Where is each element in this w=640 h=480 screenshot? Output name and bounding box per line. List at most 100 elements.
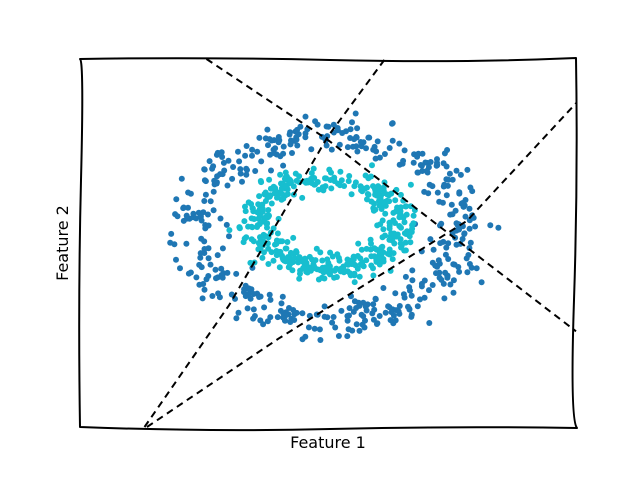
scatter-point-series-2 (390, 250, 397, 257)
scatter-point-series-1 (372, 295, 379, 302)
scatter-point-series-2 (279, 238, 286, 245)
scatter-point-series-1 (441, 295, 448, 302)
scatter-point-series-1 (244, 305, 251, 312)
scatter-point-series-1 (346, 305, 353, 312)
scatter-point-series-1 (427, 236, 434, 243)
scatter-point-series-1 (443, 192, 450, 199)
scatter-point-series-1 (258, 158, 265, 165)
scatter-point-series-2 (392, 197, 399, 204)
scatter-point-series-2 (359, 262, 366, 268)
scatter-point-series-1 (250, 291, 257, 297)
scatter-point-series-2 (261, 249, 267, 256)
scatter-point-series-1 (467, 239, 474, 246)
scatter-point-series-1 (220, 159, 227, 166)
scatter-point-series-1 (241, 289, 247, 296)
scatter-point-series-2 (347, 270, 353, 277)
scatter-point-series-2 (308, 170, 315, 177)
scatter-point-series-2 (263, 221, 270, 228)
scatter-point-series-1 (396, 303, 403, 309)
scatter-point-series-1 (408, 311, 415, 318)
scatter-point-series-2 (256, 221, 263, 228)
scatter-point-series-1 (467, 184, 474, 191)
scatter-point-series-1 (168, 230, 175, 237)
scatter-point-series-1 (276, 137, 283, 144)
scatter-point-series-2 (286, 176, 293, 183)
scatter-point-series-2 (389, 256, 396, 263)
scatter-point-series-1 (461, 231, 468, 237)
scatter-point-series-1 (302, 113, 309, 120)
scatter-point-series-1 (386, 304, 393, 311)
scatter-point-series-1 (466, 205, 473, 212)
scatter-point-series-2 (258, 179, 265, 186)
scatter-point-series-2 (274, 230, 281, 237)
scatter-point-series-1 (356, 302, 363, 309)
scatter-point-series-1 (457, 171, 464, 178)
scatter-point-series-1 (178, 175, 185, 182)
scatter-point-series-1 (214, 149, 221, 156)
scatter-point-series-1 (264, 126, 271, 133)
scatter-point-series-1 (440, 160, 447, 167)
scatter-point-series-1 (193, 274, 200, 281)
scatter-point-series-1 (196, 261, 203, 268)
scatter-point-series-2 (289, 267, 296, 274)
scatter-point-series-1 (442, 269, 449, 276)
scatter-point-series-1 (353, 321, 360, 328)
scatter-point-series-1 (408, 292, 415, 299)
scatter-point-series-1 (334, 127, 341, 134)
scatter-point-series-1 (233, 270, 240, 277)
scatter-point-series-1 (256, 134, 263, 141)
scatter-point-series-1 (229, 175, 236, 182)
scatter-point-series-2 (401, 247, 408, 254)
scatter-point-series-1 (417, 296, 423, 303)
scatter-point-series-1 (487, 222, 494, 229)
scatter-point-series-1 (201, 246, 208, 252)
scatter-point-series-1 (357, 139, 364, 145)
scatter-point-series-2 (362, 172, 369, 179)
scatter-point-series-1 (287, 141, 294, 148)
scatter-point-series-1 (173, 196, 180, 203)
scatter-point-series-2 (396, 209, 403, 216)
scatter-point-series-1 (212, 266, 219, 273)
scatter-point-series-1 (201, 198, 208, 204)
scatter-point-series-1 (374, 320, 381, 327)
scatter-point-series-2 (245, 223, 252, 230)
scatter-point-series-2 (323, 175, 330, 182)
scatter-point-series-1 (184, 215, 190, 222)
scatter-point-series-1 (274, 314, 281, 321)
scatter-point-series-1 (294, 126, 301, 133)
scatter-point-series-1 (321, 303, 328, 310)
boundary-line-2 (143, 58, 386, 428)
scatter-point-series-2 (368, 262, 375, 269)
scatter-point-series-2 (263, 233, 270, 240)
scatter-point-series-1 (289, 150, 295, 156)
scatter-point-series-1 (453, 167, 460, 174)
scatter-point-series-1 (265, 142, 271, 149)
scatter-point-series-1 (335, 333, 342, 339)
scatter-point-series-1 (347, 126, 354, 133)
scatter-point-series-2 (372, 186, 378, 193)
scatter-point-series-1 (354, 125, 361, 132)
scatter-point-series-2 (352, 179, 359, 186)
scatter-point-series-1 (414, 153, 421, 160)
scatter-point-series-2 (367, 246, 374, 253)
scatter-point-series-2 (241, 218, 248, 225)
scatter-point-series-2 (374, 222, 381, 229)
scatter-point-series-1 (356, 327, 363, 334)
scatter-point-series-2 (311, 175, 318, 181)
scatter-point-series-1 (250, 315, 257, 322)
scatter-point-series-2 (370, 272, 377, 279)
scatter-point-series-1 (206, 158, 213, 165)
scatter-point-series-1 (249, 146, 256, 153)
scatter-point-series-2 (312, 181, 319, 188)
scatter-point-series-1 (389, 120, 396, 127)
scatter-point-series-1 (464, 166, 471, 173)
scatter-point-series-2 (380, 226, 387, 233)
scatter-point-series-2 (270, 183, 277, 190)
scatter-point-series-2 (290, 250, 297, 257)
scatter-point-series-2 (404, 228, 411, 235)
scatter-point-series-1 (247, 295, 254, 302)
scatter-point-series-1 (244, 167, 250, 173)
scatter-point-series-2 (328, 185, 335, 192)
scatter-point-series-1 (409, 277, 416, 284)
scatter-point-series-1 (279, 293, 286, 300)
